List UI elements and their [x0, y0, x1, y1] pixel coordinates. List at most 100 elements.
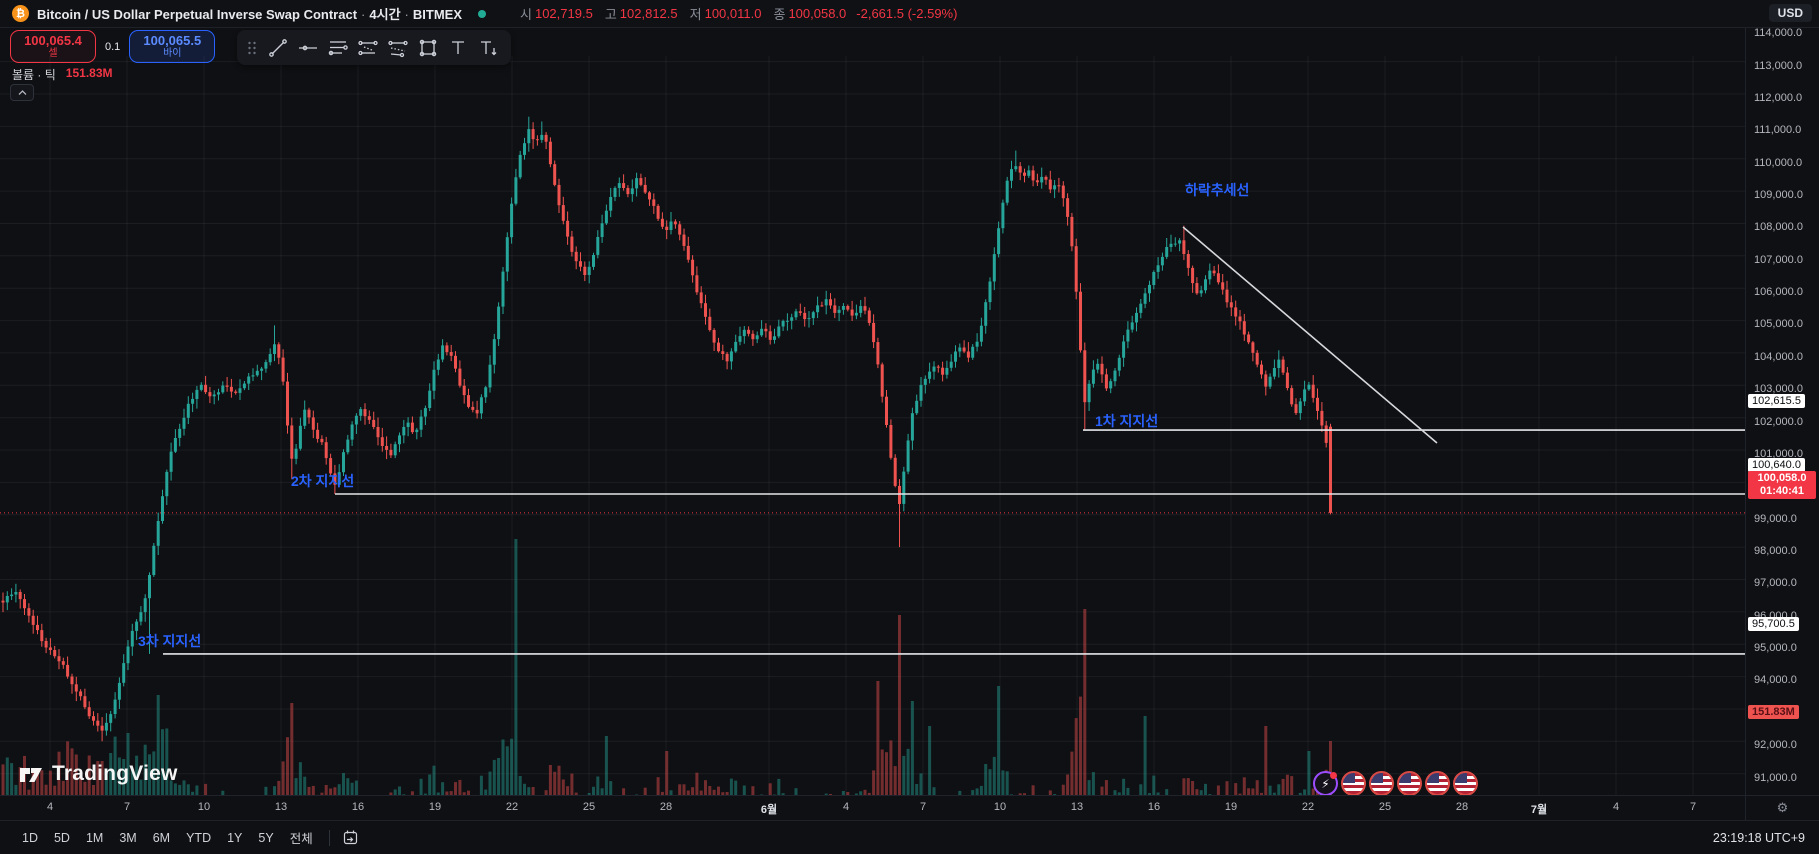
- gear-icon[interactable]: ⚙: [1776, 800, 1789, 815]
- price-axis-label: 106,000.0: [1754, 286, 1803, 298]
- open-value: 102,719.5: [534, 6, 593, 21]
- time-axis-label: 13: [274, 801, 288, 813]
- candlestick-chart[interactable]: [0, 56, 1745, 823]
- go-to-date-button[interactable]: [338, 827, 364, 849]
- annotation-support1-label[interactable]: 1차 지지선: [1095, 413, 1159, 429]
- bitcoin-icon: ₿: [12, 5, 29, 22]
- time-axis-label: 13: [1070, 801, 1084, 813]
- rectangle-icon[interactable]: [413, 33, 443, 63]
- sell-button[interactable]: 100,065.4 셀: [10, 30, 96, 63]
- time-axis-label: 4: [1612, 801, 1620, 813]
- ohlc-values: 시 102,719.5 고 102,812.5 저 100,011.0 종 100,05…: [508, 4, 846, 23]
- chart-area[interactable]: [0, 28, 1745, 823]
- time-axis-label: 22: [1301, 801, 1315, 813]
- parallel-channel-icon[interactable]: [353, 33, 383, 63]
- volume-indicator-value: 151.83M: [65, 66, 113, 80]
- high-label: 고: [604, 7, 617, 22]
- buy-side-label: 바이: [163, 47, 182, 59]
- us-flag-event-icon[interactable]: [1369, 771, 1394, 796]
- range-button-6M[interactable]: 6M: [152, 830, 171, 845]
- price-axis-label: 109,000.0: [1754, 189, 1803, 201]
- sell-price: 100,065.4: [24, 32, 82, 48]
- range-selector: 1D 5D 1M 3M 6M YTD 1Y 5Y 전체: [14, 825, 321, 850]
- support-price-label[interactable]: 100,640.0: [1748, 458, 1805, 472]
- price-axis-label: 107,000.0: [1754, 254, 1803, 266]
- time-axis-label: 7: [919, 801, 927, 813]
- annotation-support3-label[interactable]: 3차 지지선: [138, 633, 202, 649]
- support-price-label[interactable]: 102,615.5: [1748, 394, 1805, 408]
- buy-price: 100,065.5: [143, 32, 202, 48]
- price-axis-label: 95,000.0: [1754, 642, 1797, 654]
- footer-divider: [328, 829, 330, 846]
- session-clock[interactable]: 23:19:18 UTC+9: [1712, 830, 1805, 845]
- tradingview-logo[interactable]: TradingView: [18, 760, 178, 787]
- price-axis-label: 102,000.0: [1754, 416, 1803, 428]
- us-flag-event-icon[interactable]: [1453, 771, 1478, 796]
- range-button-YTD[interactable]: YTD: [186, 830, 212, 845]
- trend-line-icon[interactable]: [263, 33, 293, 63]
- time-axis-label: 7: [1689, 801, 1697, 813]
- axis-settings-corner[interactable]: ⚙: [1745, 795, 1819, 820]
- us-flag-event-icon[interactable]: [1425, 771, 1450, 796]
- time-axis-label: 16: [1147, 801, 1161, 813]
- time-axis-label: 25: [582, 801, 596, 813]
- range-button-5Y[interactable]: 5Y: [258, 830, 274, 845]
- current-price-value: 100,058.0: [1757, 472, 1807, 484]
- price-axis-label: 97,000.0: [1754, 577, 1797, 589]
- events-lightning-icon[interactable]: ⚡: [1313, 771, 1338, 796]
- time-axis-label: 19: [1224, 801, 1238, 813]
- range-button-1M[interactable]: 1M: [85, 830, 104, 845]
- price-axis-label: 108,000.0: [1754, 221, 1803, 233]
- range-button-1D[interactable]: 1D: [22, 830, 38, 845]
- time-axis-label: 25: [1378, 801, 1392, 813]
- notification-dot: [1330, 772, 1337, 779]
- volume-indicator-label: 볼륨 · 틱: [12, 68, 56, 82]
- interval-label[interactable]: 4시간: [369, 7, 401, 22]
- drawing-toolbar: [237, 30, 511, 65]
- price-axis-label: 105,000.0: [1754, 318, 1803, 330]
- time-axis-label: 4: [46, 801, 54, 813]
- annotation-downtrend-line-label[interactable]: 하락추세선: [1185, 182, 1250, 198]
- time-axis-label: 7: [123, 801, 131, 813]
- anchored-text-icon[interactable]: [473, 33, 503, 63]
- range-button-1Y[interactable]: 1Y: [227, 830, 243, 845]
- time-axis-label: 6월: [760, 804, 778, 816]
- time-axis[interactable]: 4 7 10 13 16 19 22 25 28 6월 4 7 10 13 16 19 22 25 28 7월 4 7: [0, 795, 1745, 820]
- low-label: 저: [689, 7, 702, 22]
- horizontal-lines-icon[interactable]: [323, 33, 353, 63]
- current-price-label[interactable]: 100,058.0 01:40:41: [1748, 471, 1816, 499]
- volume-axis-label[interactable]: 151.83M: [1748, 705, 1799, 719]
- range-button-5D[interactable]: 5D: [53, 830, 70, 845]
- symbol-header: ₿ Bitcoin / US Dollar Perpetual Inverse …: [0, 0, 1819, 28]
- buy-button[interactable]: 100,065.5 바이: [129, 30, 216, 63]
- low-value: 100,011.0: [704, 6, 762, 21]
- disjoint-channel-icon[interactable]: [383, 33, 413, 63]
- price-axis-label: 112,000.0: [1754, 92, 1803, 104]
- volume-indicator[interactable]: 볼륨 · 틱 151.83M: [12, 66, 113, 83]
- price-axis-label: 92,000.0: [1754, 739, 1797, 751]
- us-flag-event-icon[interactable]: [1397, 771, 1422, 796]
- sell-side-label: 셀: [48, 47, 58, 59]
- range-button-전체[interactable]: 전체: [289, 832, 313, 846]
- market-status-icon[interactable]: [478, 9, 486, 18]
- time-axis-label: 28: [659, 801, 673, 813]
- horizontal-ray-icon[interactable]: [293, 33, 323, 63]
- tradingview-logo-icon: [20, 768, 42, 782]
- tradingview-logo-text: TradingView: [52, 761, 178, 785]
- time-axis-label: 10: [197, 801, 211, 813]
- collapse-panel-button[interactable]: [10, 84, 34, 101]
- currency-button[interactable]: USD: [1768, 4, 1812, 22]
- text-icon[interactable]: [443, 33, 473, 63]
- event-markers: ⚡: [1313, 771, 1481, 796]
- spread-value: 0.1: [105, 40, 121, 53]
- time-axis-label: 10: [993, 801, 1007, 813]
- price-axis[interactable]: 114,000.0 113,000.0 112,000.0 111,000.0 110,…: [1745, 27, 1819, 795]
- support-price-label[interactable]: 95,700.5: [1748, 617, 1799, 631]
- annotation-support2-label[interactable]: 2차 지지선: [291, 473, 355, 489]
- trade-panel: 100,065.4 셀 0.1 100,065.5 바이: [10, 30, 216, 63]
- toolbar-drag-handle-icon[interactable]: [245, 33, 259, 63]
- us-flag-event-icon[interactable]: [1341, 771, 1366, 796]
- range-button-3M[interactable]: 3M: [119, 830, 137, 845]
- symbol-title[interactable]: Bitcoin / US Dollar Perpetual Inverse Sw…: [37, 7, 462, 22]
